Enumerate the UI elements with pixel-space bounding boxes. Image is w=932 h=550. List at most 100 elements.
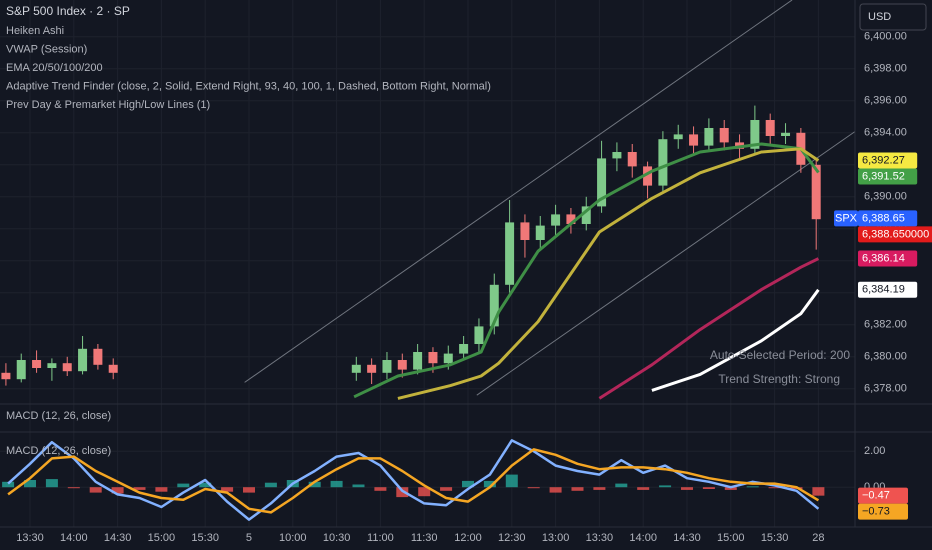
x-tick-label: 15:00	[148, 532, 176, 544]
candle-body	[459, 344, 469, 354]
x-tick-label: 15:30	[761, 532, 789, 544]
candle-body	[474, 326, 484, 344]
overlay: S&P 500 Index · 2 · SP MACD (12, 26, clo…	[6, 3, 932, 544]
moving-average	[353, 142, 820, 399]
histogram-bar	[615, 483, 628, 488]
candle-body	[658, 139, 668, 186]
histogram-bar	[680, 487, 693, 490]
candle-body	[93, 348, 103, 365]
x-tick-label: 11:30	[411, 532, 438, 544]
histogram-bar	[527, 487, 540, 489]
collapsed-pane-title: MACD (12, 26, close)	[6, 410, 111, 422]
moving-average	[651, 288, 820, 392]
x-tick-label: 12:30	[498, 532, 526, 544]
price-label: 6,391.52	[862, 170, 905, 182]
pane-title: MACD (12, 26, close)	[6, 445, 111, 457]
indicator-legend: VWAP (Session)	[6, 43, 87, 55]
macd-line	[7, 448, 820, 514]
histogram-bar	[483, 480, 496, 488]
candle-body	[811, 164, 821, 220]
price-label-box	[858, 487, 908, 504]
indicator-legend: Adaptive Trend Finder (close, 2, Solid, …	[6, 80, 491, 92]
price-pane	[1, 0, 855, 400]
histogram-bar	[768, 487, 781, 489]
histogram-bar	[133, 487, 146, 490]
candle-body	[581, 206, 591, 224]
histogram-bar	[111, 487, 124, 494]
candle-body	[627, 152, 637, 167]
histogram-bar	[2, 481, 15, 488]
channel-line	[244, 0, 793, 383]
price-label-box	[858, 210, 918, 227]
price-label-box	[858, 503, 908, 520]
x-tick-label: 12:00	[454, 532, 482, 544]
candle-body	[505, 222, 515, 285]
y-tick-label: 6,382.00	[864, 319, 907, 331]
price-label-box	[858, 226, 932, 243]
candle-body	[32, 360, 42, 368]
macd-pane	[2, 439, 825, 521]
macd-line	[7, 439, 820, 521]
candle-body	[551, 214, 561, 226]
price-label: 6,388.650000	[862, 228, 929, 240]
price-label-box	[858, 281, 918, 298]
histogram-bar	[593, 487, 606, 490]
candle-body	[750, 120, 760, 149]
histogram-bar	[89, 487, 102, 493]
channel-line	[476, 130, 855, 396]
moving-average	[397, 147, 820, 400]
candle-body	[397, 360, 407, 370]
candle-body	[781, 132, 791, 136]
price-label-box	[858, 152, 918, 169]
currency-box[interactable]	[859, 3, 927, 31]
histogram-bar	[440, 487, 453, 491]
candle-body	[108, 364, 118, 373]
price-label: 6,386.14	[862, 252, 905, 264]
candle-body	[489, 284, 499, 327]
price-label: −0.47	[862, 490, 890, 502]
x-tick-label: 15:00	[717, 532, 745, 544]
currency[interactable]: USD	[868, 11, 891, 23]
x-tick-label: 13:00	[542, 532, 570, 544]
price-label-box	[858, 168, 918, 185]
price-label: 6,384.19	[862, 284, 905, 296]
histogram-bar	[549, 487, 562, 493]
candle-body	[367, 364, 377, 373]
price-tag-box	[834, 210, 858, 227]
x-tick-label: 10:00	[279, 532, 307, 544]
candle-body	[566, 214, 576, 224]
x-tick-label: 28	[812, 532, 824, 544]
price-label: −0.73	[862, 506, 890, 518]
candle-body	[597, 158, 607, 207]
candle-body	[62, 363, 72, 372]
candle-body	[443, 353, 453, 364]
x-tick-label: 10:30	[323, 532, 351, 544]
candle-body	[1, 372, 11, 380]
y-tick-label: 6,378.00	[864, 383, 907, 395]
histogram-bar	[24, 480, 37, 488]
candle-body	[16, 360, 26, 380]
histogram-bar	[177, 483, 190, 488]
histogram-bar	[352, 484, 365, 488]
x-tick-label: 14:30	[673, 532, 701, 544]
candle-body	[643, 166, 653, 186]
candle-body	[765, 120, 775, 136]
y-tick-label: 2.00	[864, 445, 885, 457]
histogram-bar	[242, 487, 255, 493]
y-tick-label: 6,390.00	[864, 191, 907, 203]
moving-average	[598, 257, 820, 400]
annotation: Trend Strength: Strong	[718, 372, 840, 386]
y-tick-label: 6,400.00	[864, 31, 907, 43]
indicator-legend: Prev Day & Premarket High/Low Lines (1)	[6, 99, 210, 111]
histogram-bar	[637, 487, 650, 490]
histogram-bar	[45, 479, 58, 488]
candle-body	[78, 348, 88, 372]
histogram-bar	[374, 487, 387, 491]
histogram-bar	[702, 487, 715, 489]
histogram-bar	[199, 482, 212, 488]
histogram-bar	[67, 487, 80, 489]
annotation: Auto-Selected Period: 200	[710, 348, 850, 362]
candle-body	[535, 225, 545, 240]
